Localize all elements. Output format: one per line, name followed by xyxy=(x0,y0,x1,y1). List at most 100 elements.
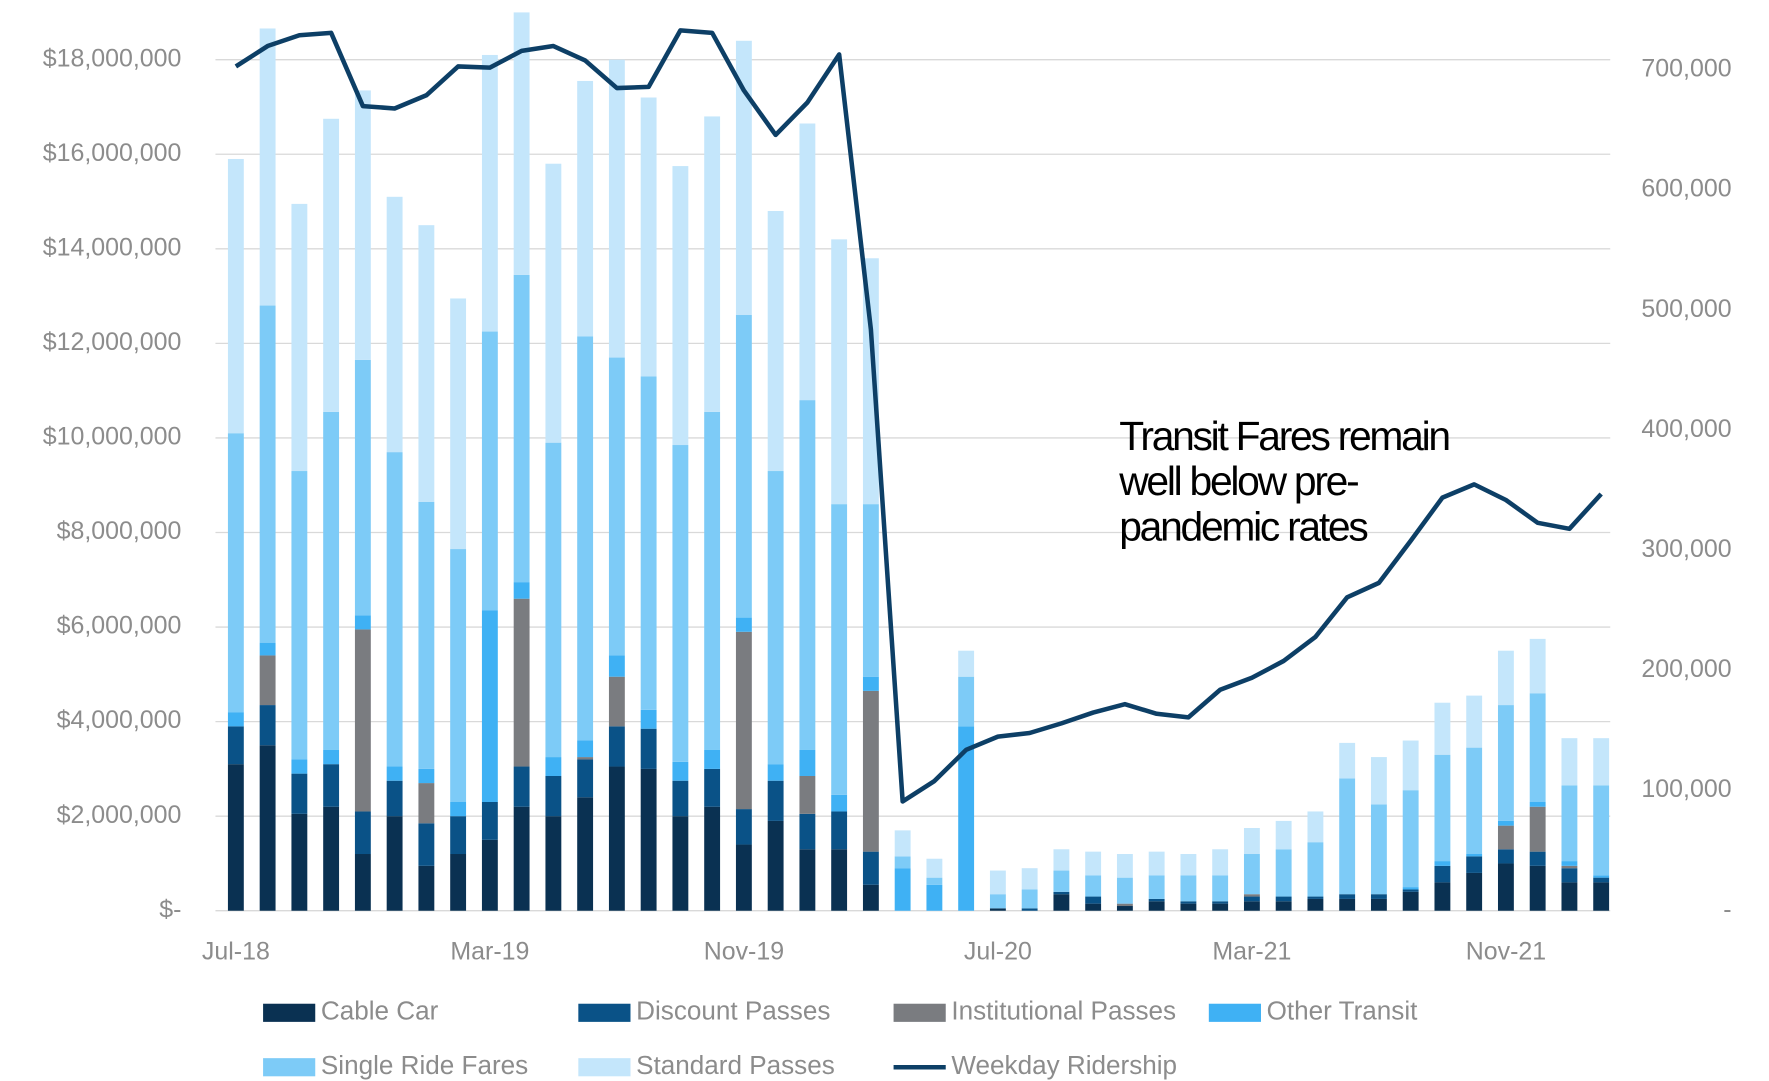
y2-tick-label: 400,000 xyxy=(1641,415,1731,443)
bar-segment xyxy=(1116,854,1133,878)
bar-segment xyxy=(354,629,371,812)
bar-segment xyxy=(418,501,435,769)
x-tick-label: Jul-20 xyxy=(964,937,1032,965)
y-tick-label: $- xyxy=(159,895,181,923)
bar-segment xyxy=(1275,896,1292,902)
bar-segment xyxy=(1307,811,1324,843)
bar-segment xyxy=(450,816,467,855)
bar-segment xyxy=(1434,882,1451,911)
bar-segment xyxy=(1497,863,1514,911)
bar-segment xyxy=(259,642,276,656)
bar-segment xyxy=(418,768,435,784)
y-tick-label: $4,000,000 xyxy=(57,706,182,734)
bar-segment xyxy=(1561,865,1578,869)
bar-segment xyxy=(1593,875,1610,878)
bar-segment xyxy=(735,40,752,316)
bar-segment xyxy=(386,766,403,781)
bar-segment xyxy=(1116,903,1133,907)
bar-segment xyxy=(291,471,308,760)
bar-segment xyxy=(799,749,816,776)
bar-segment xyxy=(862,884,879,911)
legend-label: Weekday Ridership xyxy=(951,1050,1177,1080)
bar-segment xyxy=(481,801,498,840)
bar-segment xyxy=(418,225,435,502)
bar-segment xyxy=(545,775,562,817)
bar-segment xyxy=(227,726,244,765)
bar-segment xyxy=(1402,740,1419,791)
bar-segment xyxy=(1243,828,1260,855)
bar-segment xyxy=(831,504,848,795)
bar-segment xyxy=(704,768,721,807)
bar-segment xyxy=(1180,901,1197,904)
y-tick-label: $14,000,000 xyxy=(43,233,182,261)
bar-segment xyxy=(1148,898,1165,902)
bar-segment xyxy=(1275,901,1292,911)
bar-segment xyxy=(672,445,689,762)
y2-tick-label: 700,000 xyxy=(1641,55,1731,83)
bar-segment xyxy=(1593,882,1610,911)
bar-segment xyxy=(1497,849,1514,864)
bar-segment xyxy=(1529,638,1546,694)
bar-segment xyxy=(1466,695,1483,748)
bar-segment xyxy=(354,359,371,616)
x-tick-label: Jul-18 xyxy=(202,937,270,965)
x-tick-label: Mar-19 xyxy=(450,937,529,965)
bar-segment xyxy=(862,690,879,852)
bar-segment xyxy=(1466,747,1483,855)
bar-segment xyxy=(450,549,467,802)
bar-segment xyxy=(1339,778,1356,895)
bar-segment xyxy=(1212,849,1229,876)
bar-segment xyxy=(323,749,340,765)
bar-segment xyxy=(1529,801,1546,807)
bar-segment xyxy=(1370,757,1387,805)
bar-segment xyxy=(513,274,530,583)
bar-segment xyxy=(1434,861,1451,866)
bar-segment xyxy=(1529,693,1546,802)
y2-tick-label: - xyxy=(1723,895,1731,923)
bar-segment xyxy=(386,452,403,767)
bar-segment xyxy=(1180,875,1197,902)
bar-segment xyxy=(1053,891,1070,895)
bar-segment xyxy=(259,305,276,643)
bar-segment xyxy=(767,780,784,821)
x-tick-label: Nov-21 xyxy=(1466,937,1546,965)
bar-segment xyxy=(291,773,308,814)
bar-segment xyxy=(1053,894,1070,911)
bar-segment xyxy=(1529,806,1546,852)
bar-segment xyxy=(799,813,816,850)
y2-tick-label: 600,000 xyxy=(1641,175,1731,203)
bar-segment xyxy=(894,868,911,911)
bar-segment xyxy=(640,376,657,710)
bar-segment xyxy=(386,780,403,817)
bar-segment xyxy=(1085,875,1102,897)
bar-segment xyxy=(291,759,308,774)
bar-segment xyxy=(545,757,562,776)
bar-segment xyxy=(1021,868,1038,890)
bar-segment xyxy=(386,196,403,453)
bar-segment xyxy=(1021,889,1038,909)
bar-segment xyxy=(831,849,848,911)
bar-segment xyxy=(704,749,721,769)
bar-segment xyxy=(704,411,721,750)
bar-segment xyxy=(1561,868,1578,883)
bar-segment xyxy=(323,118,340,412)
bar-segment xyxy=(1243,901,1260,911)
bar-segment xyxy=(259,28,276,306)
bar-segment xyxy=(1116,906,1133,911)
bar-segment xyxy=(1053,849,1070,871)
bar-segment xyxy=(989,894,1006,909)
plot: $- $2,000,000 $4,000,000 $6,000,000 $8,000,0… xyxy=(43,12,1732,1080)
bar-segment xyxy=(1402,889,1419,892)
y2-tick-label: 200,000 xyxy=(1641,655,1731,683)
bar-segment xyxy=(640,709,657,729)
bar-segment xyxy=(894,830,911,857)
bar-segment xyxy=(1402,891,1419,911)
bar-segment xyxy=(862,258,879,505)
bar-segment xyxy=(672,761,689,781)
legend-swatch xyxy=(263,1058,316,1077)
bar-segment xyxy=(608,357,625,656)
bar-segment xyxy=(640,97,657,377)
bar-segment xyxy=(545,442,562,758)
bar-segment xyxy=(862,504,879,677)
bar-segment xyxy=(354,811,371,855)
